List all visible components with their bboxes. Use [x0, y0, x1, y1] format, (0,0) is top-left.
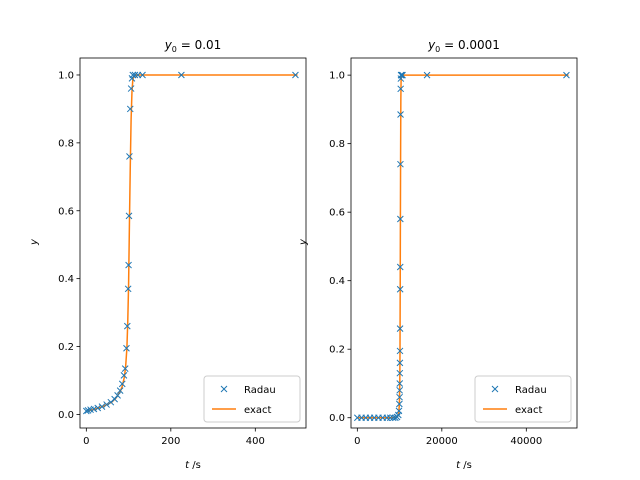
y-tick-label: 0.2 — [58, 342, 74, 353]
axes-frame-left — [79, 57, 307, 429]
legend-exact-label: exact — [515, 405, 543, 416]
radau-point — [107, 398, 115, 406]
y-tick-label: 0.4 — [58, 274, 74, 285]
radau-point — [396, 285, 404, 293]
radau-point — [386, 414, 394, 422]
axes-frame-right — [350, 57, 578, 429]
radau-point — [395, 407, 403, 415]
x-tick-label: 20000 — [426, 436, 458, 447]
plot-area-right — [351, 58, 577, 428]
radau-point — [131, 71, 139, 79]
radau-point — [396, 393, 403, 401]
radau-point — [125, 212, 133, 220]
y-tick-label: 0.8 — [329, 139, 345, 150]
radau-point — [111, 395, 118, 403]
x-tick-label: 200 — [161, 436, 180, 447]
legend-left: Radau exact — [203, 375, 301, 423]
subplot-right-ylabel: y — [298, 238, 309, 246]
subplot-right: y0 = 0.0001 t /s y 0 20000 40000 0.0 0.2 0.4 0… — [298, 38, 578, 471]
radau-point — [124, 285, 132, 293]
radau-point — [121, 365, 129, 372]
legend-radau-label: Radau — [515, 385, 547, 396]
legend-box — [203, 375, 301, 423]
radau-point — [129, 71, 137, 79]
radau-point — [98, 403, 106, 410]
legend-radau-marker — [491, 385, 499, 393]
subplot-left: y0 = 0.01 t /s y 0 200 400 0.0 0.2 0.4 0.6 0.8 1… — [29, 38, 307, 471]
radau-point — [123, 322, 131, 330]
radau-point — [396, 215, 404, 223]
subplot-right-title: y0 = 0.0001 — [427, 38, 500, 54]
plot-data-left — [82, 71, 299, 415]
y-tick-label: 0.2 — [329, 345, 345, 356]
y-tick-label: 0.4 — [329, 276, 345, 287]
radau-point — [125, 261, 132, 269]
radau-point — [139, 71, 146, 79]
y-tick-label: 1.0 — [329, 71, 345, 82]
radau-point — [396, 400, 403, 408]
radau-point — [103, 401, 110, 408]
radau-point — [397, 160, 404, 168]
radau-point — [396, 347, 404, 355]
x-tick-label: 40000 — [510, 436, 542, 447]
radau-point — [82, 407, 90, 415]
radau-point — [399, 71, 406, 79]
radau-point — [120, 372, 128, 379]
radau-point — [84, 406, 92, 414]
radau-point — [563, 71, 570, 79]
x-tick-label: 0 — [354, 436, 360, 447]
radau-point — [94, 404, 102, 412]
legend-radau-label: Radau — [244, 385, 276, 396]
radau-point — [127, 85, 135, 92]
radau-point — [423, 71, 431, 79]
radau-point — [396, 369, 404, 377]
legend-radau-marker — [220, 385, 228, 393]
legend-exact-label: exact — [244, 405, 272, 416]
plot-area-left — [80, 58, 306, 428]
y-tick-label: 0.6 — [58, 206, 74, 217]
radau-point — [397, 85, 405, 93]
y-tick-label: 0.0 — [329, 413, 345, 424]
radau-point — [396, 325, 404, 333]
radau-point — [398, 71, 406, 79]
radau-point — [116, 387, 124, 395]
subplot-left-xlabel: t /s — [185, 460, 201, 471]
subplot-left-title: y0 = 0.01 — [164, 38, 222, 54]
legend-right: Radau exact — [474, 375, 572, 423]
plot-data-right — [353, 71, 570, 422]
legend-box — [474, 375, 572, 423]
radau-point — [292, 71, 299, 79]
radau-point — [396, 380, 404, 387]
x-tick-label: 400 — [246, 436, 265, 447]
radau-point — [396, 263, 404, 271]
radau-point — [396, 359, 404, 367]
radau-point — [178, 71, 185, 79]
y-tick-label: 0.0 — [58, 410, 74, 421]
radau-point — [118, 380, 126, 388]
radau-point — [123, 344, 130, 352]
radau-point — [126, 153, 133, 160]
radau-point — [114, 392, 121, 399]
subplot-right-xlabel: t /s — [456, 460, 472, 471]
y-tick-label: 0.6 — [329, 208, 345, 219]
subplot-left-ylabel: y — [29, 238, 40, 246]
radau-point — [396, 386, 404, 394]
radau-point — [90, 405, 98, 413]
x-tick-label: 0 — [83, 436, 89, 447]
radau-point — [126, 105, 134, 113]
y-tick-label: 1.0 — [58, 70, 74, 81]
y-tick-label: 0.8 — [58, 138, 74, 149]
radau-point — [397, 111, 404, 118]
